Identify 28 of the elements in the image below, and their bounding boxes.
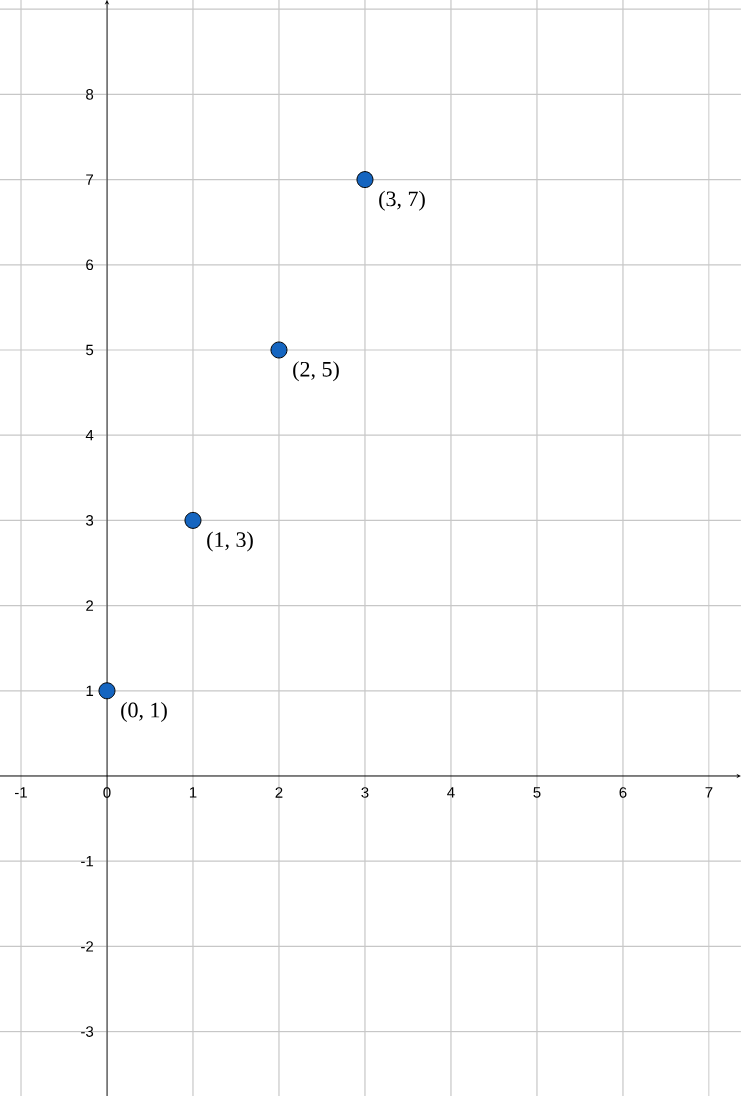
- x-tick-label: 3: [361, 787, 369, 798]
- point: [98, 682, 116, 700]
- y-tick-label: 7: [86, 174, 94, 185]
- y-tick-label: 4: [85, 430, 94, 441]
- x-tick-label: 6: [619, 787, 627, 798]
- annotation: (0, 1): [121, 701, 167, 722]
- x-tick-label: 7: [705, 787, 713, 798]
- y-tick-label: 5: [86, 344, 94, 356]
- x-tick-label: -1: [15, 787, 27, 798]
- y-tick-label: 1: [86, 685, 94, 696]
- y-tick-label: 3: [86, 515, 94, 526]
- y-tick-label: -1: [81, 856, 94, 867]
- point: [184, 511, 202, 529]
- x-tick-label: 5: [533, 787, 541, 798]
- y-tick-label: 8: [86, 89, 94, 100]
- x-tick-label: 2: [275, 787, 283, 798]
- x-tick-label: 4: [447, 787, 455, 798]
- annotation: (2, 5): [293, 361, 339, 382]
- point: [356, 171, 374, 189]
- annotation: (3, 7): [379, 190, 425, 211]
- x-tick-label: 0: [103, 787, 111, 798]
- y-tick-label: 6: [86, 259, 94, 271]
- y-tick-label: -2: [81, 941, 94, 952]
- point: [270, 341, 288, 359]
- y-tick-label: -3: [81, 1026, 94, 1037]
- y-tick-label: 2: [86, 600, 94, 611]
- annotation: (1, 3): [207, 531, 253, 552]
- x-tick-label: 1: [189, 787, 197, 798]
